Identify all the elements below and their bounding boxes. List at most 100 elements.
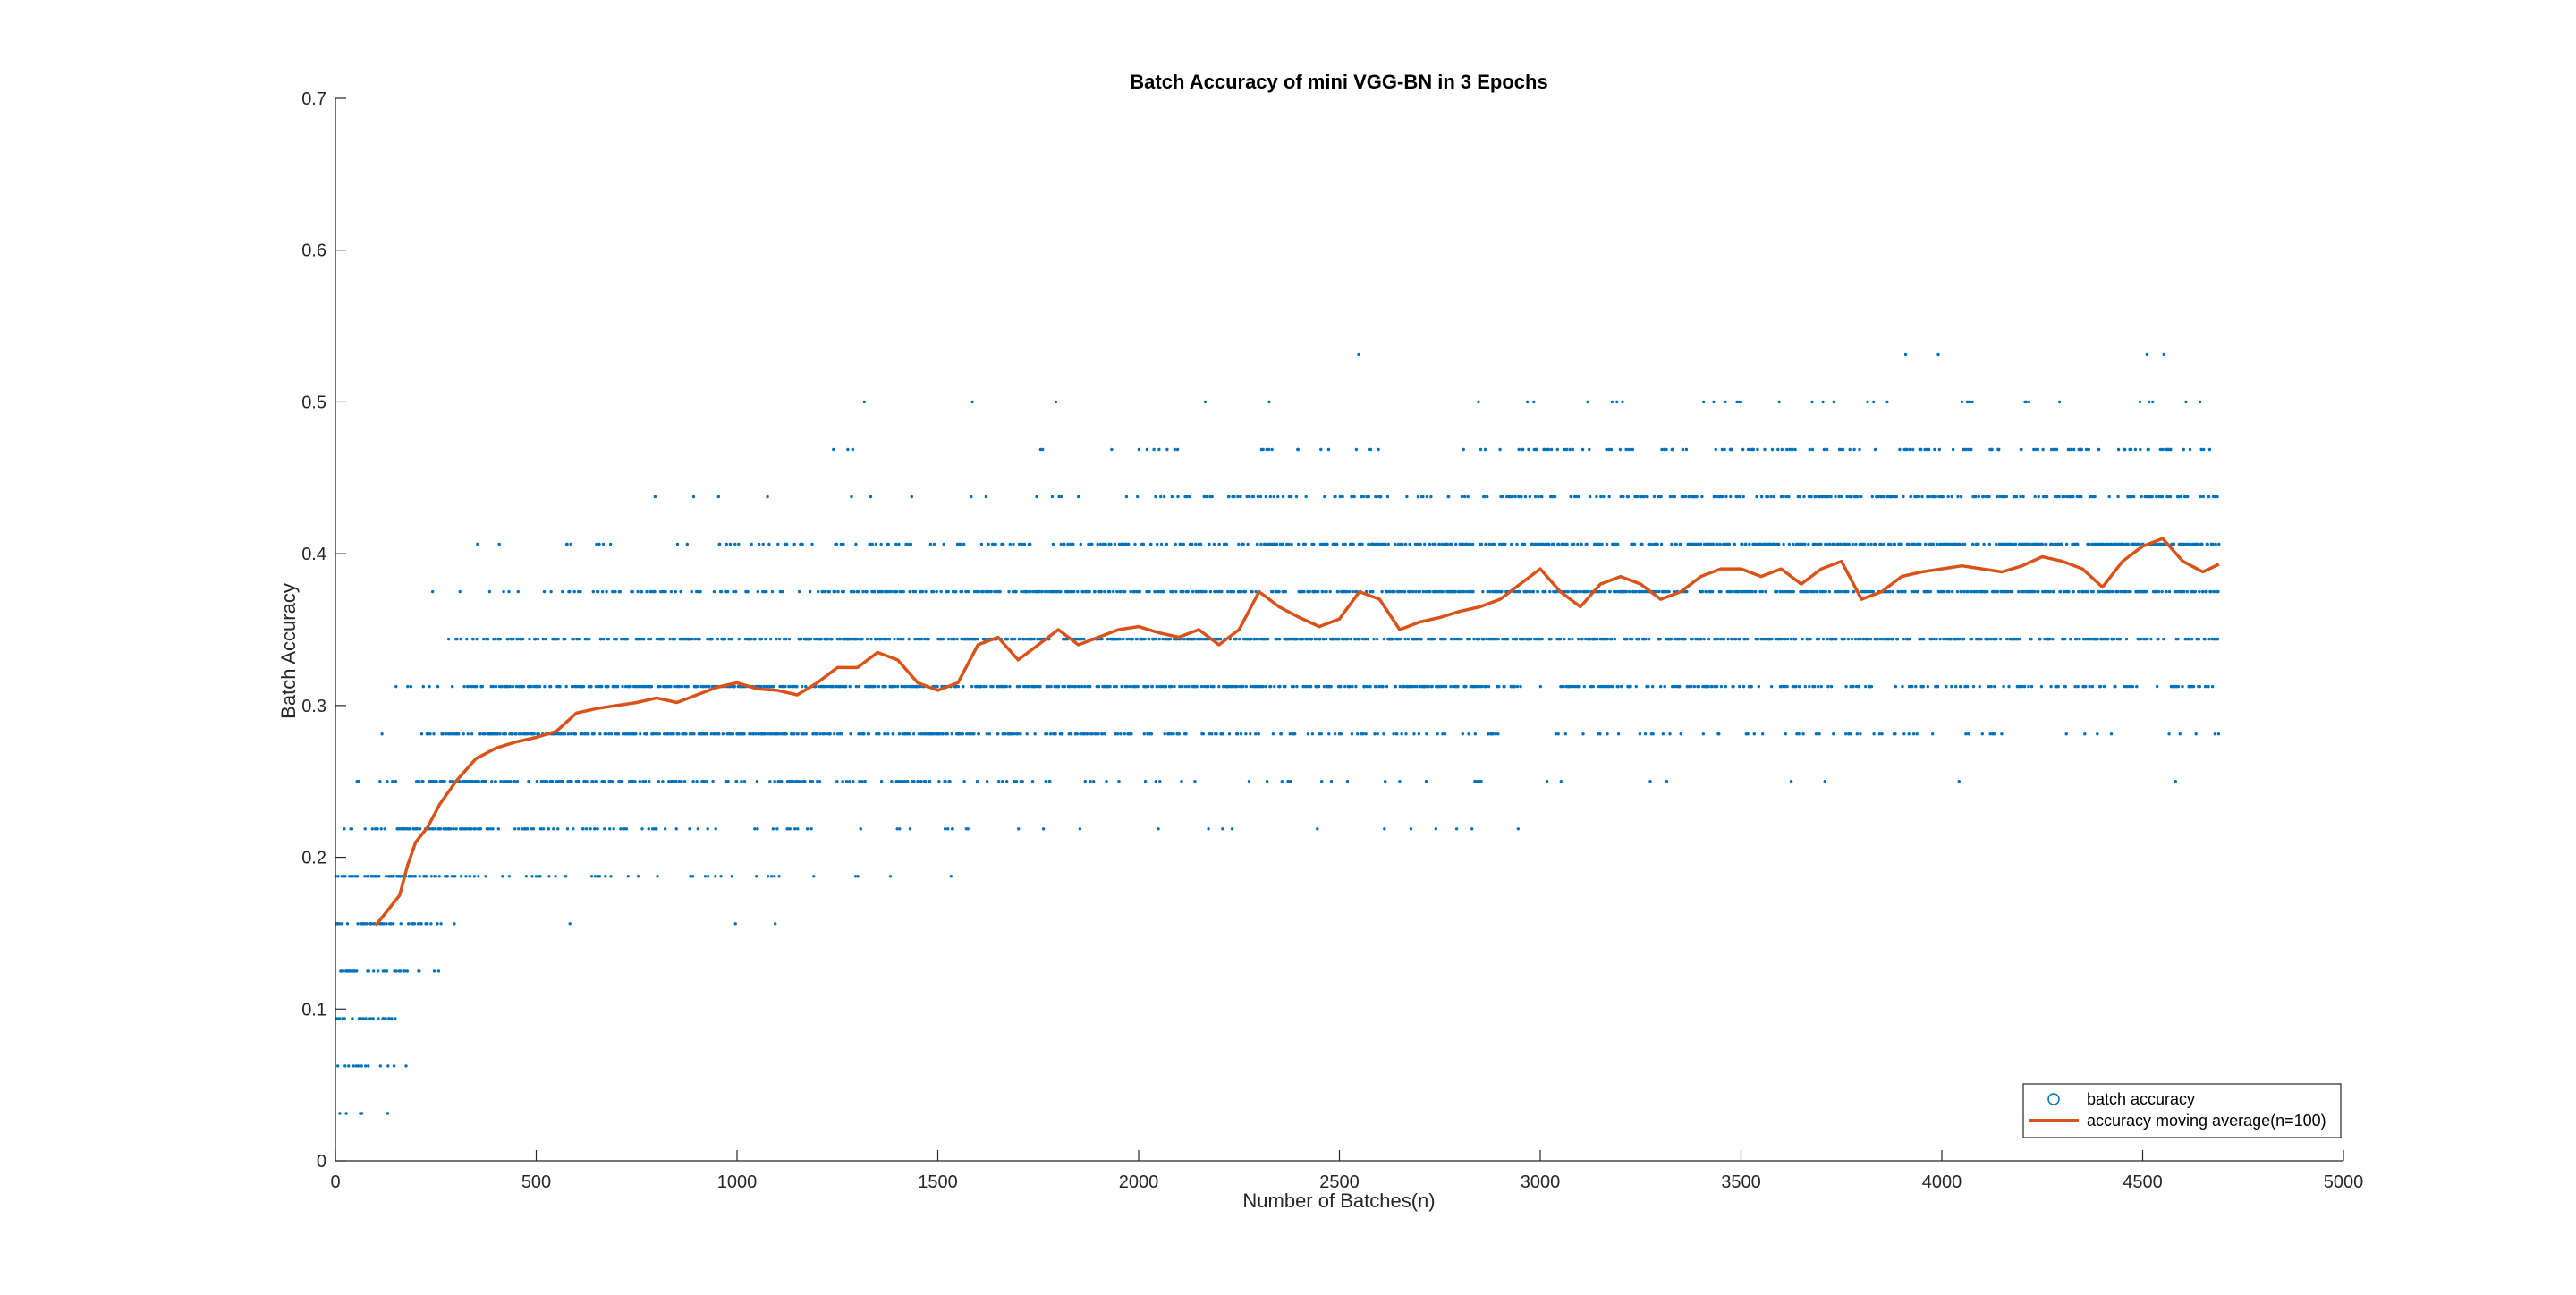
scatter-point	[1437, 542, 1442, 546]
scatter-point	[1874, 542, 1877, 546]
scatter-point	[1145, 589, 1148, 594]
scatter-point	[1341, 495, 1344, 499]
scatter-point	[703, 875, 708, 878]
scatter-point	[1888, 589, 1892, 594]
scatter-point	[1428, 542, 1432, 546]
scatter-point	[2039, 684, 2044, 689]
scatter-point	[1719, 589, 1723, 594]
scatter-point	[1045, 732, 1049, 736]
scatter-point	[1907, 684, 1911, 689]
scatter-point	[1572, 542, 1576, 546]
scatter-point	[1856, 495, 1860, 499]
scatter-point	[1385, 684, 1389, 689]
scatter-point	[1320, 589, 1325, 594]
scatter-point	[1060, 495, 1063, 499]
scatter-point	[904, 542, 908, 546]
scatter-point	[497, 542, 501, 546]
scatter-point	[468, 875, 472, 878]
scatter-point	[1007, 589, 1011, 594]
scatter-point	[714, 827, 717, 831]
scatter-point	[1203, 400, 1208, 404]
scatter-point	[484, 780, 488, 783]
scatter-point	[384, 875, 388, 878]
scatter-point	[1013, 780, 1016, 783]
scatter-point	[1212, 684, 1216, 689]
scatter-point	[892, 732, 895, 736]
scatter-point	[1017, 542, 1021, 546]
scatter-point	[1908, 447, 1911, 452]
scatter-point	[1960, 400, 1964, 404]
scatter-point	[417, 780, 421, 783]
scatter-point	[1156, 542, 1159, 546]
scatter-point	[1954, 684, 1958, 689]
scatter-point	[1325, 637, 1328, 641]
scatter-point	[844, 684, 848, 689]
scatter-point	[1123, 732, 1127, 736]
scatter-point	[2168, 495, 2173, 499]
scatter-point	[991, 542, 996, 546]
scatter-point	[896, 780, 901, 783]
scatter-point	[1787, 542, 1792, 546]
scatter-point	[1050, 495, 1055, 499]
scatter-point	[541, 827, 546, 831]
scatter-point	[2191, 684, 2196, 689]
scatter-point	[1496, 637, 1501, 641]
scatter-point	[966, 827, 970, 831]
scatter-point	[425, 875, 428, 878]
scatter-point	[1118, 637, 1123, 641]
scatter-point	[1278, 684, 1282, 689]
scatter-point	[539, 827, 543, 831]
scatter-point	[1928, 495, 1931, 499]
scatter-point	[766, 875, 770, 878]
scatter-point	[1461, 732, 1465, 736]
scatter-point	[733, 684, 736, 689]
scatter-point	[889, 589, 894, 594]
scatter-point	[2140, 637, 2143, 641]
scatter-point	[1392, 637, 1395, 641]
scatter-point	[356, 1064, 360, 1068]
scatter-point	[494, 684, 498, 689]
scatter-point	[655, 732, 659, 736]
scatter-point	[1970, 400, 1974, 404]
scatter-point	[1520, 495, 1523, 499]
scatter-point	[1516, 827, 1521, 831]
scatter-point	[1986, 589, 1989, 594]
scatter-point	[763, 732, 767, 736]
scatter-point	[1001, 780, 1004, 783]
scatter-point	[482, 637, 486, 641]
scatter-point	[1638, 732, 1642, 736]
scatter-point	[1754, 589, 1758, 594]
scatter-point	[1716, 542, 1719, 546]
scatter-series	[334, 352, 2221, 1115]
scatter-point	[1496, 732, 1500, 736]
scatter-point	[1165, 542, 1169, 546]
scatter-point	[457, 732, 461, 736]
scatter-point	[1756, 447, 1759, 452]
scatter-point	[1018, 637, 1021, 641]
scatter-point	[1532, 400, 1536, 404]
scatter-point	[1220, 589, 1224, 594]
scatter-point	[1360, 542, 1364, 546]
scatter-point	[607, 732, 611, 736]
scatter-point	[1454, 542, 1458, 546]
scatter-point	[1487, 684, 1491, 689]
scatter-point	[997, 780, 1001, 783]
y-tick-label: 0.6	[301, 241, 326, 261]
scatter-point	[1894, 684, 1898, 689]
scatter-point	[1082, 732, 1087, 736]
scatter-point	[1143, 637, 1147, 641]
scatter-point	[1668, 732, 1672, 736]
scatter-point	[493, 637, 496, 641]
scatter-point	[1412, 732, 1416, 736]
scatter-point	[602, 637, 606, 641]
scatter-point	[1361, 495, 1366, 499]
scatter-point	[1757, 684, 1761, 689]
scatter-point	[675, 542, 680, 546]
scatter-point	[771, 827, 775, 831]
scatter-point	[1138, 589, 1142, 594]
scatter-point	[1850, 495, 1853, 499]
scatter-point	[1079, 732, 1082, 736]
scatter-point	[750, 637, 753, 641]
scatter-point	[893, 637, 896, 641]
scatter-point	[1257, 732, 1261, 736]
